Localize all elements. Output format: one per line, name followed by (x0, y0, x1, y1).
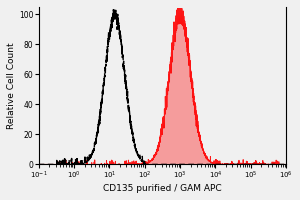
Y-axis label: Relative Cell Count: Relative Cell Count (7, 42, 16, 129)
X-axis label: CD135 purified / GAM APC: CD135 purified / GAM APC (103, 184, 222, 193)
